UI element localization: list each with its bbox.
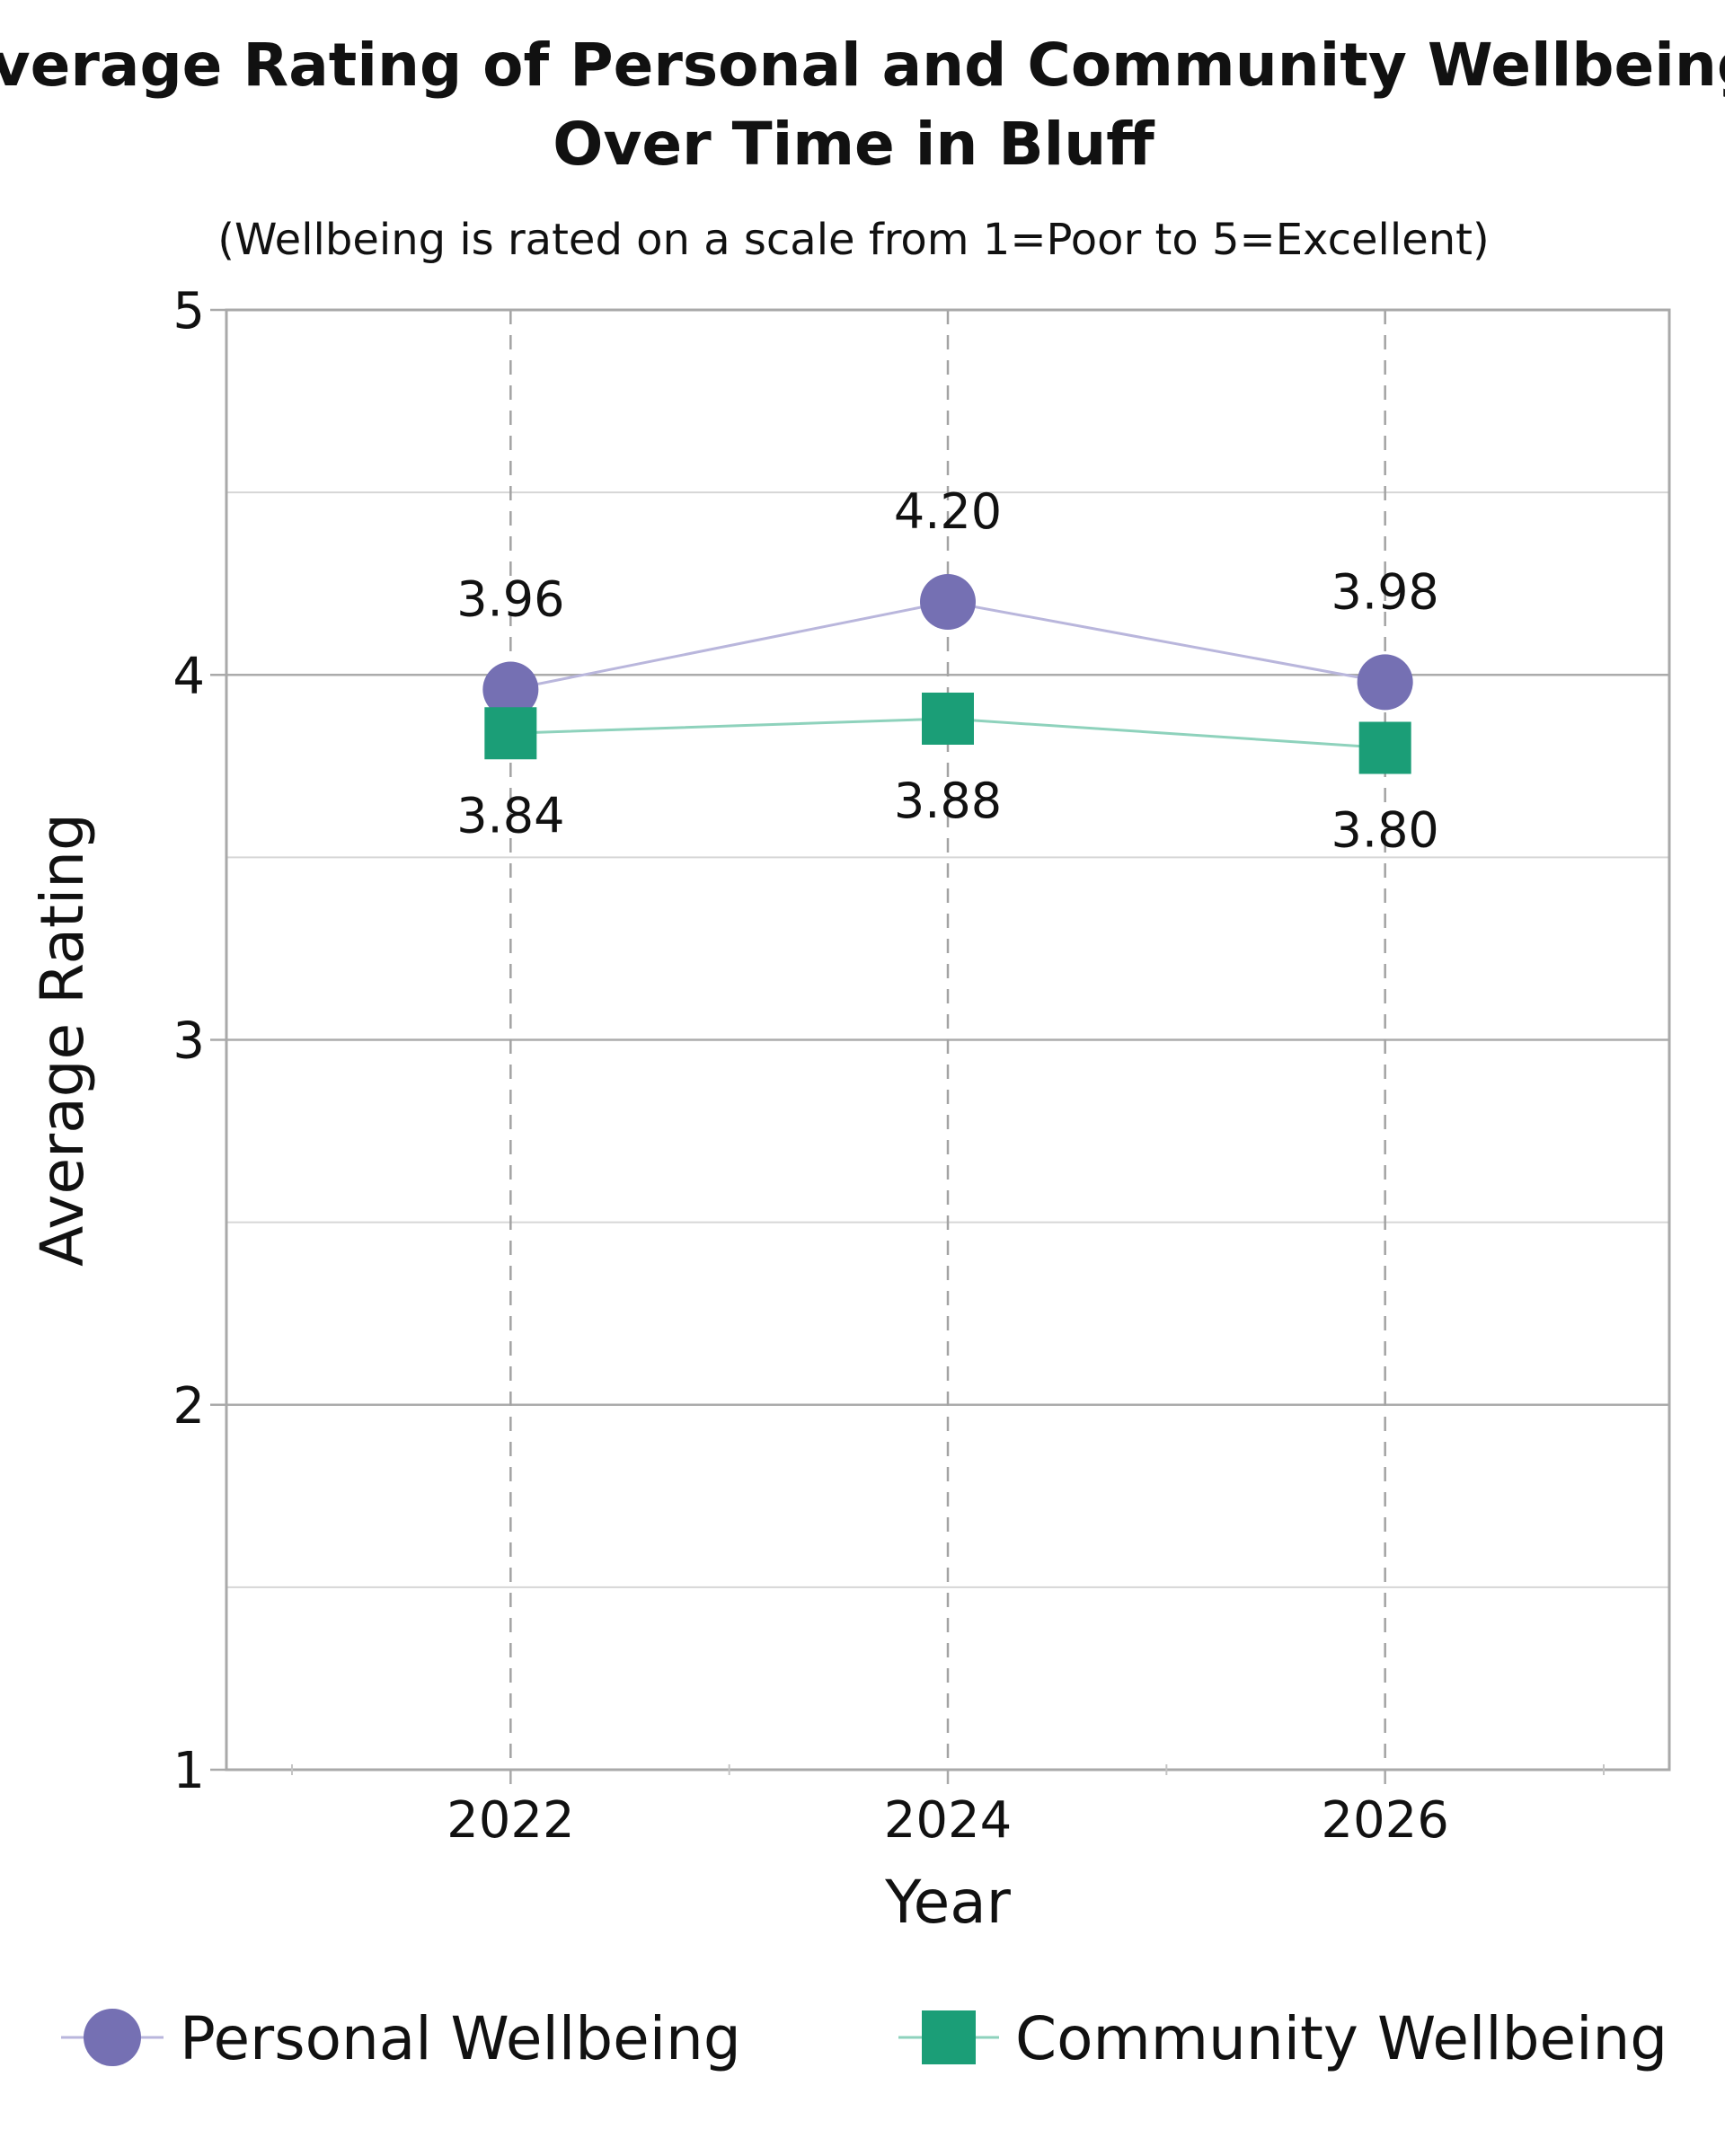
y-tick-label: 5 — [172, 282, 205, 340]
data-label: 3.84 — [456, 787, 564, 844]
community-wellbeing-point — [922, 693, 974, 745]
chart-title-line-1: Average Rating of Personal and Community… — [0, 31, 1725, 100]
data-label: 4.20 — [894, 483, 1002, 540]
legend: Personal Wellbeing Community Wellbeing — [61, 2004, 1668, 2073]
data-labels: 3.96 4.20 3.98 3.84 3.88 3.80 — [456, 483, 1439, 859]
y-tick-label: 3 — [172, 1012, 205, 1071]
data-label: 3.88 — [894, 773, 1002, 829]
x-axis-title: Year — [884, 1868, 1012, 1937]
personal-wellbeing-point — [1357, 654, 1413, 711]
personal-wellbeing-point — [482, 661, 539, 718]
legend-square-marker — [922, 2010, 976, 2064]
data-label: 3.96 — [456, 571, 564, 628]
series — [482, 574, 1413, 774]
community-wellbeing-point — [1358, 721, 1411, 774]
chart-title-line-2: Over Time in Bluff — [553, 110, 1155, 179]
data-label: 3.80 — [1331, 802, 1439, 859]
axis-ticks: 1 2 3 4 5 2022 2024 2026 — [172, 282, 1605, 1850]
legend-label: Personal Wellbeing — [180, 2004, 741, 2073]
legend-circle-marker — [84, 2009, 141, 2066]
personal-wellbeing-point — [920, 574, 976, 630]
x-tick-label: 2022 — [447, 1791, 575, 1850]
y-tick-label: 2 — [172, 1377, 205, 1436]
legend-label: Community Wellbeing — [1015, 2004, 1668, 2073]
legend-item: Community Wellbeing — [898, 2004, 1668, 2073]
x-tick-label: 2026 — [1321, 1791, 1449, 1850]
x-tick-label: 2024 — [884, 1791, 1013, 1850]
y-tick-label: 4 — [172, 647, 205, 705]
y-axis-title: Average Rating — [28, 813, 97, 1267]
chart-subtitle: (Wellbeing is rated on a scale from 1=Po… — [217, 215, 1489, 265]
community-wellbeing-point — [484, 707, 537, 760]
legend-item: Personal Wellbeing — [61, 2004, 741, 2073]
data-label: 3.98 — [1331, 563, 1439, 620]
y-tick-label: 1 — [172, 1742, 205, 1800]
